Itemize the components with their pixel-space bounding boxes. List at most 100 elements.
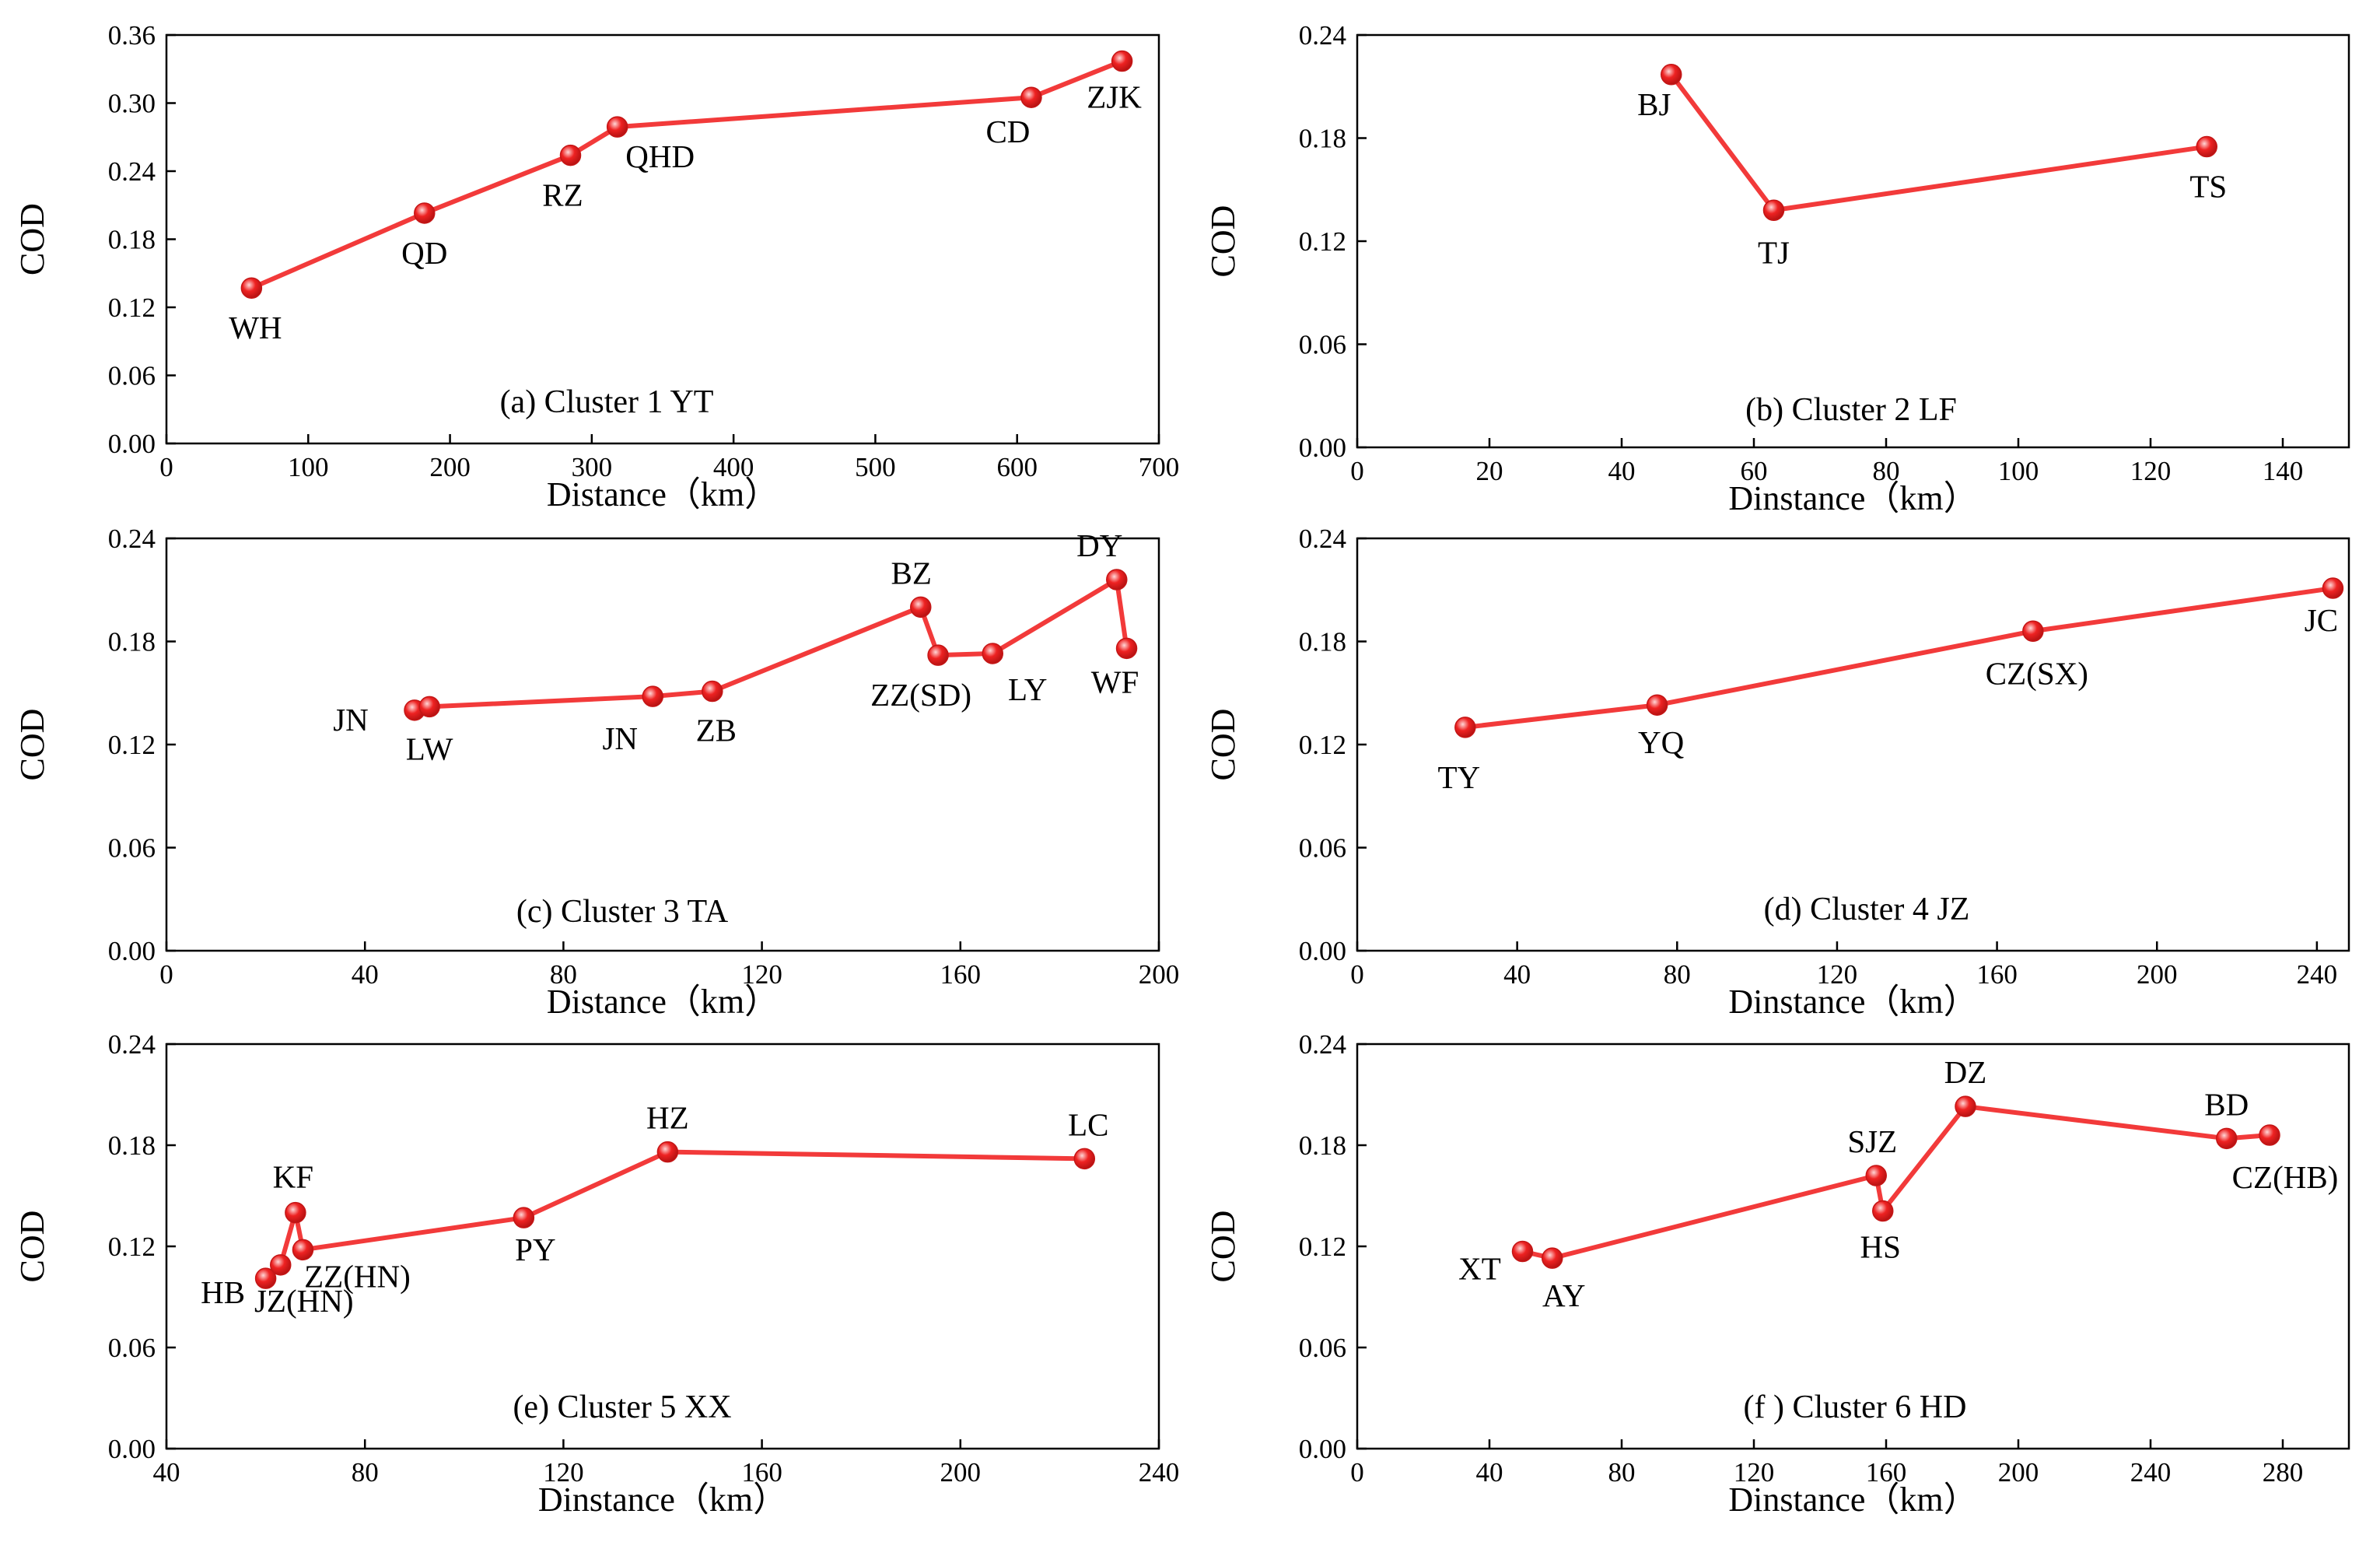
y-tick-label: 0.18 xyxy=(1299,124,1346,154)
y-tick-label: 0.12 xyxy=(108,730,156,760)
x-tick-label: 280 xyxy=(2263,1457,2304,1488)
point-label: LC xyxy=(1068,1106,1108,1142)
x-tick-label: 700 xyxy=(1139,452,1180,482)
panel-caption: (d) Cluster 4 JZ xyxy=(1764,892,1970,927)
data-point-hz xyxy=(656,1141,679,1163)
point-label: KF xyxy=(273,1159,313,1195)
data-point-zz-hn- xyxy=(292,1239,314,1261)
data-point-wf xyxy=(1115,637,1138,660)
x-tick-label: 200 xyxy=(940,1457,982,1488)
y-tick-label: 0.18 xyxy=(108,627,156,657)
y-tick-label: 0.18 xyxy=(1299,627,1346,657)
point-label: RZ xyxy=(542,177,583,213)
point-label: ZB xyxy=(696,713,737,748)
data-point-dy xyxy=(1106,569,1128,591)
panel-caption: (a) Cluster 1 YT xyxy=(500,384,714,420)
point-label: WH xyxy=(229,310,282,345)
y-tick-label: 0.00 xyxy=(1299,936,1346,966)
x-tick-label: 120 xyxy=(1734,1457,1775,1488)
point-label: JN xyxy=(602,720,638,756)
x-axis-title: Dinstance（km） xyxy=(1728,479,1977,517)
x-tick-label: 20 xyxy=(1476,456,1503,486)
point-label: TY xyxy=(1437,759,1480,795)
data-point-ts xyxy=(2196,135,2217,158)
point-label: LW xyxy=(406,731,453,766)
x-tick-label: 40 xyxy=(1503,959,1531,990)
data-point-yq xyxy=(1646,694,1668,716)
x-tick-label: 120 xyxy=(1817,959,1858,990)
x-tick-label: 80 xyxy=(1873,456,1900,486)
point-label: DY xyxy=(1076,527,1122,563)
y-tick-label: 0.24 xyxy=(1299,1029,1346,1060)
data-point-hb xyxy=(254,1267,277,1289)
point-label: HB xyxy=(201,1274,245,1310)
y-axis-title: COD xyxy=(13,203,51,275)
point-label: LY xyxy=(1008,671,1048,707)
y-tick-label: 0.00 xyxy=(108,429,156,459)
data-point-zjk xyxy=(1111,50,1133,72)
data-point-jc xyxy=(2322,577,2344,599)
x-tick-label: 140 xyxy=(2263,456,2304,486)
point-label: AY xyxy=(1542,1277,1585,1313)
panel-f: 0 40 80 120 160 200 240 280 0.00 0.06 0.12 0.18 0.24… xyxy=(1204,1029,2350,1519)
x-tick-label: 80 xyxy=(550,959,577,990)
point-label: QHD xyxy=(625,138,695,174)
y-tick-label: 0.06 xyxy=(108,1333,156,1363)
point-label: BD xyxy=(2204,1086,2249,1122)
x-tick-label: 100 xyxy=(288,452,329,482)
y-tick-label: 0.18 xyxy=(108,1130,156,1161)
data-point-kf xyxy=(285,1201,306,1224)
y-tick-label: 0.24 xyxy=(1299,20,1346,51)
y-axis-title: COD xyxy=(13,1211,51,1283)
x-axis-title: Dinstance（km） xyxy=(1728,983,1977,1021)
x-tick-label: 200 xyxy=(1998,1457,2039,1488)
y-tick-label: 0.06 xyxy=(108,833,156,864)
x-tick-label: 0 xyxy=(159,959,173,990)
point-label: YQ xyxy=(1638,724,1684,760)
data-point-xt xyxy=(1511,1240,1534,1263)
point-label: ZJK xyxy=(1087,79,1142,115)
x-tick-label: 40 xyxy=(1476,1457,1503,1488)
point-label: QD xyxy=(401,235,447,271)
x-tick-label: 0 xyxy=(1350,959,1364,990)
data-point-ly xyxy=(982,643,1004,664)
y-tick-label: 0.18 xyxy=(1299,1130,1346,1161)
plot-frame xyxy=(165,33,1160,445)
y-axis-title: COD xyxy=(13,709,51,781)
plot-frame xyxy=(1356,33,2350,449)
x-tick-label: 120 xyxy=(2130,456,2172,486)
y-tick-label: 0.18 xyxy=(108,225,156,255)
data-point-zb xyxy=(702,680,723,703)
x-axis-title: Dinstance（km） xyxy=(1728,1481,1977,1519)
panel-caption: (c) Cluster 3 TA xyxy=(516,894,729,930)
panel-d: 0 40 80 120 160 200 240 0.00 0.06 0.12 0.18 0.24 Din… xyxy=(1204,524,2350,1021)
series-line xyxy=(250,58,1123,290)
x-tick-label: 240 xyxy=(2297,959,2338,990)
data-point-rz xyxy=(559,144,582,166)
x-tick-label: 200 xyxy=(2137,959,2178,990)
data-point-ty xyxy=(1454,717,1476,738)
y-tick-label: 0.00 xyxy=(1299,1434,1346,1464)
series-line xyxy=(1669,72,2207,213)
y-tick-label: 0.24 xyxy=(108,156,156,187)
data-point-py xyxy=(513,1207,535,1228)
data-point-sjz xyxy=(1865,1165,1887,1186)
x-tick-label: 120 xyxy=(543,1457,584,1488)
x-tick-label: 160 xyxy=(1866,1457,1907,1488)
y-tick-label: 0.06 xyxy=(108,361,156,391)
data-point-lw xyxy=(418,696,440,718)
point-label: PY xyxy=(515,1232,555,1267)
x-tick-label: 40 xyxy=(153,1457,180,1488)
point-label: CZ(HB) xyxy=(2232,1159,2339,1195)
point-label: WF xyxy=(1091,664,1139,699)
x-tick-label: 500 xyxy=(855,452,896,482)
x-tick-label: 80 xyxy=(1608,1457,1636,1488)
x-tick-label: 120 xyxy=(741,959,782,990)
x-tick-label: 160 xyxy=(741,1457,782,1488)
panel-a: 0 100 200 300 400 500 600 700 0.00 0.06 0.12 0.18 0.… xyxy=(13,20,1179,513)
y-tick-label: 0.24 xyxy=(108,1029,156,1060)
y-tick-label: 0.00 xyxy=(108,936,156,966)
y-tick-label: 0.24 xyxy=(1299,524,1346,554)
plot-frame xyxy=(165,537,1160,952)
